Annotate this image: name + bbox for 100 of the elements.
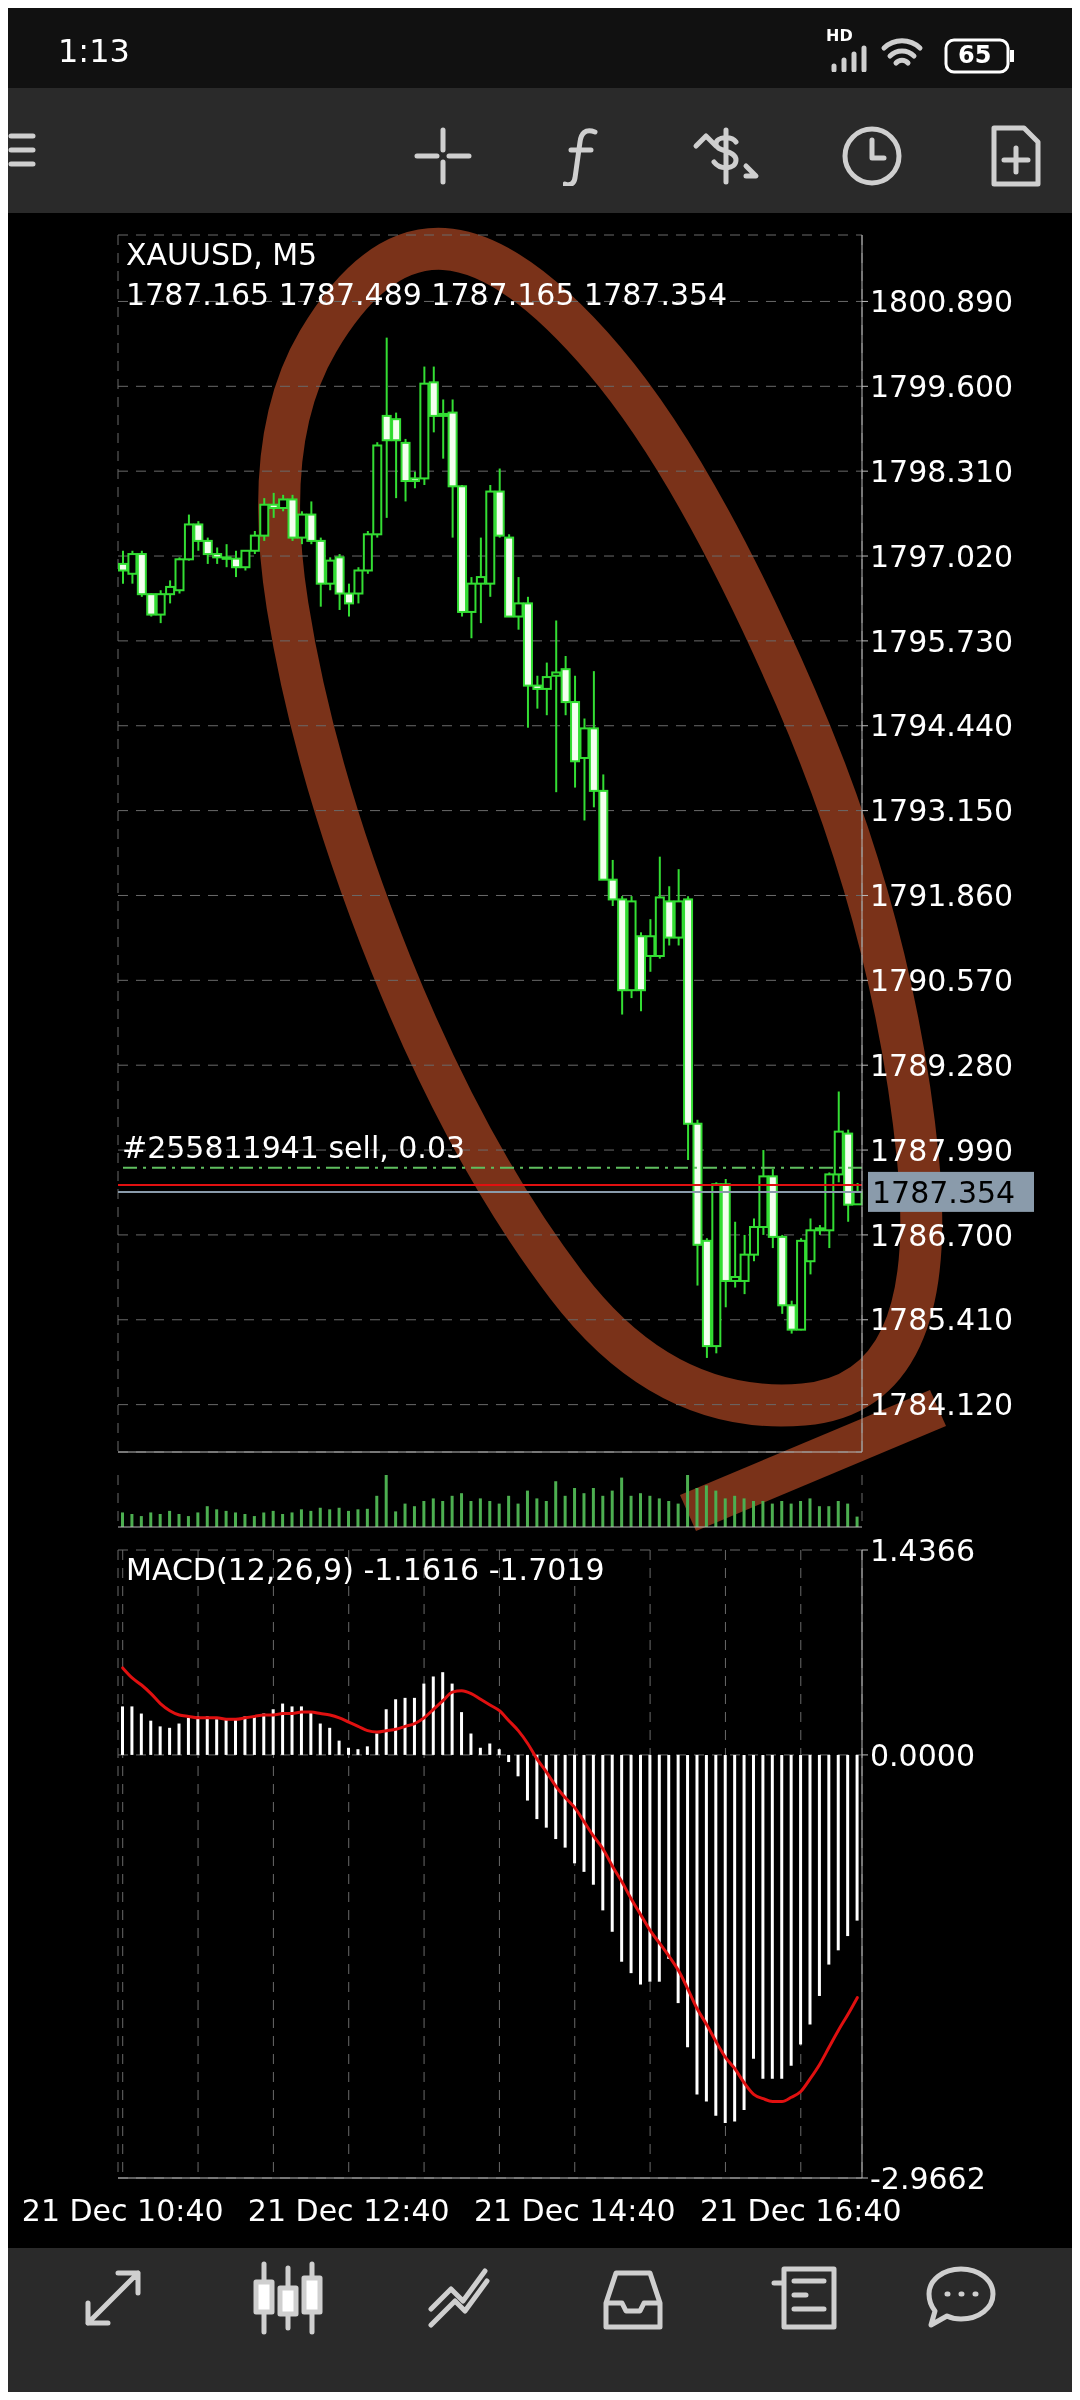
- bar: [591, 1754, 595, 1885]
- y-tick-label: 1793.150: [870, 793, 1014, 829]
- bar: [610, 1754, 614, 1932]
- bar: [262, 1512, 266, 1527]
- bar: [525, 1490, 529, 1527]
- bar: [365, 1746, 369, 1755]
- bar: [186, 1516, 190, 1527]
- bar: [507, 1754, 511, 1763]
- bar: [836, 1501, 840, 1527]
- text: HD: [826, 26, 853, 45]
- bar: [591, 1488, 595, 1527]
- bar: [384, 1709, 388, 1755]
- bar: [281, 1514, 285, 1527]
- bar: [441, 1672, 445, 1755]
- bar: [789, 1754, 793, 2066]
- bar: [290, 1512, 294, 1527]
- bar: [205, 1506, 209, 1527]
- y-tick-label: 1791.860: [870, 878, 1014, 914]
- bar: [205, 1716, 209, 1755]
- bar: [761, 1754, 765, 2079]
- ref-line-label: #255811941 sell, 0.03: [122, 1129, 466, 1165]
- bar: [394, 1699, 398, 1755]
- bar: [234, 1512, 238, 1527]
- bar: [365, 1508, 369, 1527]
- bar: [761, 1501, 765, 1527]
- bar: [130, 1514, 134, 1527]
- line-series: [121, 1666, 859, 2104]
- bar: [723, 1754, 727, 2123]
- bar: [723, 1498, 727, 1527]
- bar: [742, 1498, 746, 1527]
- bar: [460, 1493, 464, 1527]
- bar: [799, 1501, 803, 1527]
- text: 65: [958, 41, 992, 69]
- bar: [478, 1498, 482, 1527]
- bar: [535, 1754, 539, 1820]
- bar: [516, 1754, 520, 1777]
- bar: [347, 1510, 351, 1527]
- bar: [412, 1506, 416, 1527]
- text: 1:13: [58, 32, 130, 70]
- chart-title: MACD(12,26,9) -1.1616 -1.7019: [126, 1551, 605, 1589]
- bar: [573, 1488, 577, 1527]
- bar: [667, 1501, 671, 1527]
- bar: [149, 1720, 153, 1755]
- bar: [450, 1683, 454, 1755]
- bar: [469, 1733, 473, 1755]
- bar: [224, 1719, 228, 1755]
- bar: [855, 1754, 859, 1921]
- bar: [469, 1501, 473, 1527]
- bar: [846, 1503, 850, 1527]
- bar: [733, 1495, 737, 1527]
- bar: [337, 1507, 341, 1527]
- bar: [808, 1754, 812, 2025]
- bar: [657, 1498, 661, 1527]
- bar: [563, 1495, 567, 1527]
- bar: [450, 1495, 454, 1527]
- bar: [742, 1754, 746, 2111]
- bar: [299, 1706, 303, 1755]
- bar: [686, 1475, 690, 1527]
- text: 1787.165 1787.489 1787.165 1787.354: [126, 276, 728, 314]
- bar: [281, 1703, 285, 1755]
- y-tick-label: 1798.310: [870, 453, 1014, 489]
- ref-line-label: 1787.354: [872, 1174, 1016, 1210]
- bar: [186, 1717, 190, 1755]
- y-tick-label: 1785.410: [870, 1302, 1014, 1338]
- bar: [535, 1498, 539, 1527]
- bar: [789, 1503, 793, 1527]
- bar: [431, 1498, 435, 1527]
- bar: [544, 1754, 548, 1828]
- bar: [299, 1509, 303, 1527]
- bar: [497, 1503, 501, 1527]
- bar: [714, 1490, 718, 1527]
- y-tick-label: 1.4366: [870, 1532, 975, 1568]
- bar: [177, 1514, 181, 1527]
- y-tick-label: 1794.440: [870, 708, 1014, 744]
- bar: [121, 1512, 124, 1527]
- y-tick-label: 1795.730: [870, 623, 1014, 659]
- bar: [158, 1726, 162, 1755]
- bar: [252, 1516, 256, 1527]
- bar: [714, 1754, 718, 2116]
- bar: [309, 1510, 313, 1527]
- bar: [375, 1495, 379, 1527]
- bar: [328, 1727, 332, 1755]
- bar: [412, 1697, 416, 1755]
- y-tick-label: 1784.120: [870, 1387, 1014, 1423]
- bar: [347, 1747, 351, 1755]
- bar: [704, 1754, 708, 2102]
- bar: [177, 1723, 181, 1755]
- bar: [422, 1683, 426, 1755]
- bar: [799, 1754, 803, 2045]
- bar: [610, 1490, 614, 1527]
- bar: [620, 1754, 624, 1962]
- bar: [554, 1481, 558, 1527]
- bar: [817, 1754, 821, 1996]
- bar: [751, 1501, 755, 1527]
- bar: [252, 1716, 256, 1755]
- bar: [648, 1495, 652, 1527]
- bar: [196, 1512, 200, 1527]
- bar: [846, 1754, 850, 1937]
- bar: [676, 1754, 680, 2004]
- bar: [488, 1743, 492, 1755]
